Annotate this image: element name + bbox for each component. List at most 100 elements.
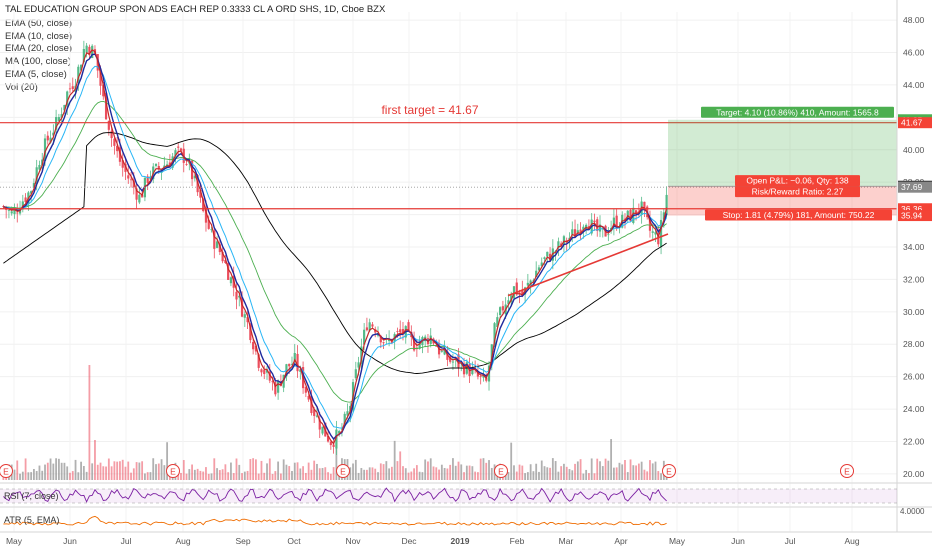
price-label: 36.36 — [901, 204, 923, 214]
volume-bar — [230, 462, 232, 480]
candle-body — [440, 351, 443, 352]
volume-bar — [599, 461, 601, 480]
legend-ma100[interactable]: MA (100, close) — [5, 56, 71, 68]
legend-ema5[interactable]: EMA (5, close) — [5, 68, 67, 80]
candle-body — [63, 104, 66, 111]
candle-body — [30, 191, 33, 194]
rsi-line — [3, 487, 667, 503]
volume-bar — [282, 459, 285, 480]
legend-ema50[interactable]: EMA (50, close) — [5, 17, 73, 29]
time-tick-label: May — [669, 536, 686, 546]
candle-body — [135, 188, 138, 200]
volume-bar — [646, 471, 649, 480]
volume-bar — [252, 458, 255, 480]
price-label-bg — [898, 181, 932, 193]
volume-bar — [132, 468, 135, 480]
volume-bar — [324, 467, 327, 480]
candle-body — [215, 241, 219, 248]
atr-label: ATR (5, EMA) — [4, 515, 59, 525]
volume-bar — [210, 473, 213, 480]
volume-bar — [554, 461, 557, 480]
volume-bar — [354, 459, 357, 480]
legend-ema20[interactable]: EMA (20, close) — [5, 43, 73, 55]
volume-bar — [19, 473, 21, 480]
volume-bar — [302, 466, 304, 480]
candle-body — [99, 68, 102, 86]
volume-bar — [415, 465, 418, 480]
candle-body — [185, 164, 188, 165]
legend-ema10[interactable]: EMA (10, close) — [5, 30, 73, 42]
volume-bar — [52, 463, 55, 480]
ema5-line — [3, 49, 668, 445]
candle-body — [365, 327, 369, 331]
volume-bar — [465, 465, 468, 480]
volume-bar — [243, 471, 246, 480]
volume-bar — [379, 463, 382, 480]
volume-bar — [149, 472, 152, 480]
candle-body — [396, 331, 399, 332]
volume-bar — [574, 463, 576, 480]
volume-bar — [94, 440, 96, 480]
candle-body — [66, 91, 69, 106]
volume-bar — [565, 466, 568, 480]
candle-body — [210, 229, 213, 231]
volume-bar — [27, 472, 30, 480]
candle-body — [193, 175, 196, 179]
volume-bar — [102, 466, 105, 480]
price-tick-label: 32.00 — [903, 274, 925, 284]
atr-tick: 4.0000 — [900, 507, 925, 516]
candle-body — [315, 415, 319, 417]
volume-bar — [352, 463, 354, 480]
earnings-marker — [166, 464, 180, 478]
volume-bar — [393, 440, 396, 480]
candle-body — [607, 234, 610, 236]
volume-bar — [55, 458, 58, 480]
volume-bar — [24, 458, 27, 480]
candle-body — [157, 165, 160, 170]
trend-line — [507, 233, 669, 297]
volume-bar — [621, 464, 624, 480]
volume-bar — [568, 469, 571, 480]
volume-bar — [457, 461, 460, 480]
volume-bar — [549, 467, 551, 480]
volume-bar — [479, 458, 482, 480]
legend-volume[interactable]: Vol (20) — [5, 81, 38, 93]
candle-body — [288, 363, 291, 367]
price-label-bg — [898, 210, 932, 222]
candle-body — [227, 263, 230, 280]
volume-bar — [160, 459, 163, 480]
candle-body — [363, 329, 366, 345]
ma100-line — [3, 132, 667, 374]
candle-body — [202, 198, 205, 212]
volume-bar — [399, 451, 402, 480]
candle-body — [88, 46, 91, 56]
volume-bar — [460, 464, 463, 480]
candle-body — [476, 371, 480, 377]
volume-bar — [80, 461, 82, 480]
candle-body — [213, 230, 216, 249]
earnings-marker-label: E — [844, 467, 850, 477]
candle-body — [654, 232, 657, 235]
candle-body — [576, 230, 579, 234]
atr-line — [3, 515, 667, 526]
volume-bar — [635, 465, 637, 480]
candle-body — [659, 219, 663, 247]
volume-bar — [388, 468, 391, 480]
volume-bar — [446, 468, 449, 480]
volume-bar — [490, 467, 493, 480]
candle-body — [401, 329, 405, 334]
volume-bar — [249, 459, 252, 480]
pnl-label-bg — [735, 175, 860, 187]
candle-body — [582, 226, 585, 230]
candle-body — [146, 176, 149, 183]
candle-body — [235, 291, 238, 300]
volume-bar — [213, 458, 216, 480]
candle-body — [107, 120, 110, 130]
candle-body — [121, 160, 124, 168]
volume-bar — [610, 439, 613, 480]
volume-bar — [246, 470, 249, 480]
price-tick-label: 44.00 — [903, 80, 925, 90]
candle-body — [485, 377, 488, 381]
time-tick-label: 2019 — [451, 536, 470, 546]
